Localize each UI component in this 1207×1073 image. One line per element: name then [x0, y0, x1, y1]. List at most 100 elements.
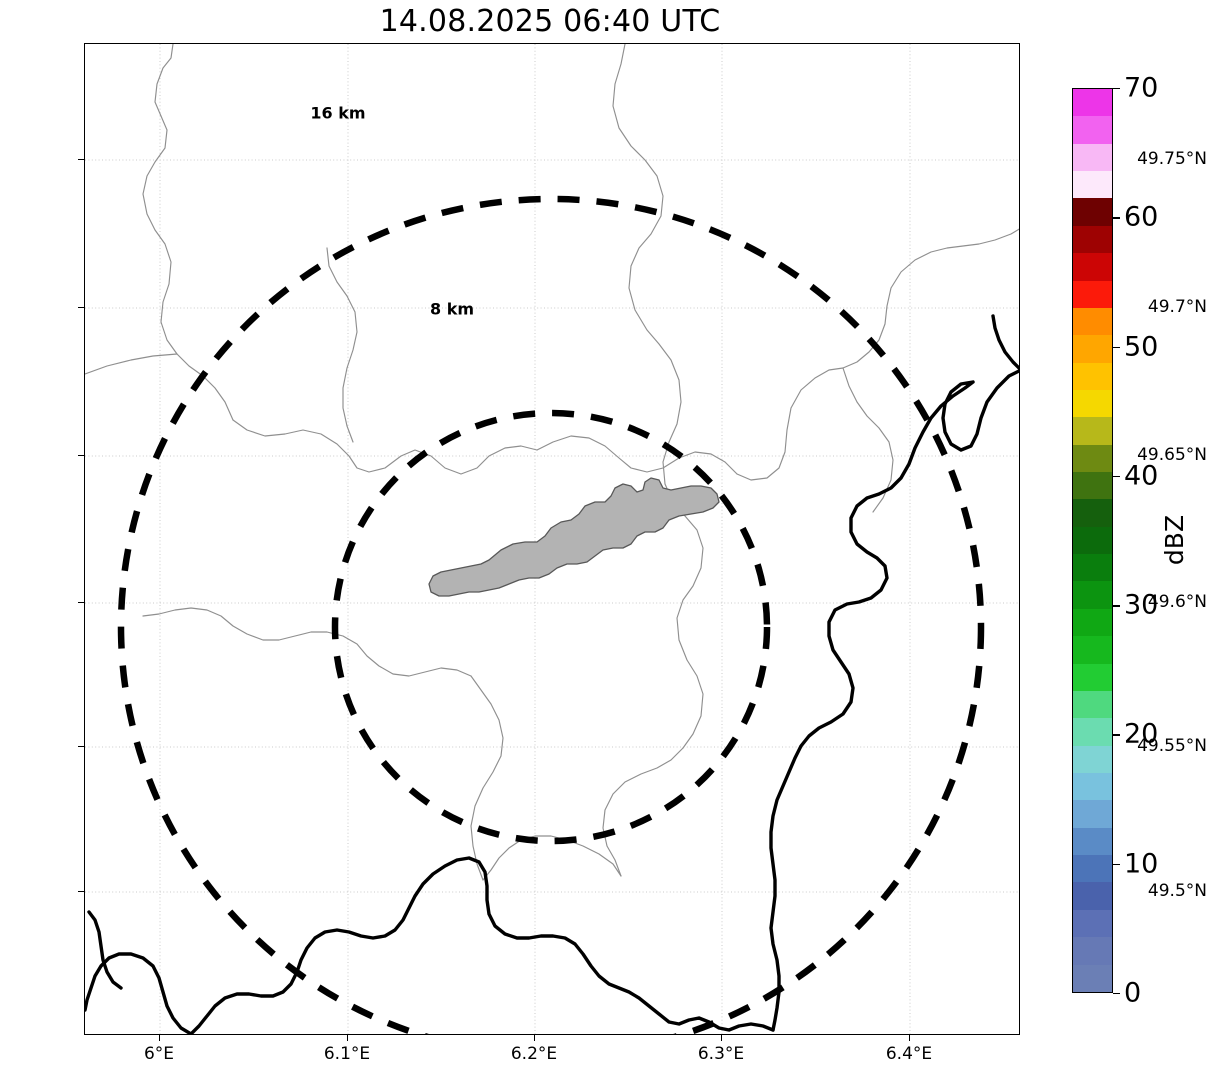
range-ring-label-16km: 16 km: [310, 103, 366, 123]
colorbar-band: [1073, 964, 1112, 992]
x-tick-label: 6.3°E: [697, 1044, 745, 1064]
colorbar-tick-mark: [1113, 346, 1120, 348]
colorbar-tick-mark: [1113, 863, 1120, 866]
colorbar[interactable]: [1072, 88, 1113, 993]
x-tick-label: 6.2°E: [510, 1044, 558, 1064]
colorbar-band: [1073, 636, 1112, 664]
range-ring-16km: [117, 195, 985, 1034]
colorbar-tick-mark: [1113, 605, 1120, 607]
range-ring-layer: [117, 195, 985, 1034]
colorbar-tick-mark: [1113, 88, 1120, 90]
x-tick-label: 6.4°E: [885, 1044, 933, 1064]
colorbar-tick-label: 50: [1124, 331, 1159, 363]
x-tick-label: 6.1°E: [323, 1044, 371, 1064]
colorbar-tick-label: 60: [1124, 201, 1159, 233]
colorbar-tick-label: 30: [1124, 589, 1159, 621]
x-tick-mark: [159, 1035, 160, 1041]
colorbar-band: [1073, 526, 1112, 555]
colorbar-band: [1073, 280, 1112, 308]
x-tick-mark: [909, 1035, 910, 1041]
admin-border: [536, 435, 738, 475]
admin-border: [142, 607, 472, 677]
admin-border: [142, 44, 234, 421]
y-tick-label: 49.6°N: [1147, 592, 1207, 612]
colorbar-band: [1073, 198, 1112, 226]
colorbar-band: [1073, 335, 1112, 363]
city-polygon-layer: [428, 477, 720, 597]
national-border-south: [189, 856, 775, 1034]
national-border-north-east-edge: [991, 314, 1019, 371]
y-tick-mark: [78, 307, 84, 308]
admin-border: [664, 483, 704, 749]
colorbar-band: [1073, 855, 1112, 883]
y-tick-mark: [78, 746, 84, 747]
admin-border: [326, 247, 358, 443]
map-canvas: [85, 44, 1019, 1034]
colorbar-tick-label: 0: [1124, 977, 1142, 1009]
colorbar-band: [1073, 800, 1112, 828]
graticule-layer: [85, 44, 1019, 1034]
colorbar-title: dBZ: [1160, 514, 1189, 566]
colorbar-band: [1073, 307, 1112, 336]
colorbar-band: [1073, 909, 1112, 938]
colorbar-band: [1073, 554, 1112, 582]
colorbar-tick-label: 70: [1124, 72, 1159, 104]
colorbar-band: [1073, 937, 1112, 965]
colorbar-band: [1073, 116, 1112, 144]
y-tick-label: 49.75°N: [1137, 149, 1207, 169]
y-tick-label: 49.7°N: [1147, 297, 1207, 317]
colorbar-tick-label: 10: [1124, 848, 1159, 880]
colorbar-tick-mark: [1113, 475, 1120, 478]
colorbar-band: [1073, 827, 1112, 856]
national-border-east: [769, 369, 1019, 1032]
colorbar-band: [1073, 89, 1112, 117]
admin-border: [85, 353, 178, 375]
colorbar-tick-mark: [1113, 217, 1120, 219]
admin-border: [842, 228, 1019, 369]
colorbar-band: [1073, 472, 1112, 500]
admin-border: [232, 419, 538, 475]
admin-border: [470, 675, 504, 881]
colorbar-band: [1073, 581, 1112, 609]
x-tick-mark: [721, 1035, 722, 1041]
city-polygon: [428, 477, 720, 597]
y-tick-label: 49.65°N: [1137, 445, 1207, 465]
colorbar-tick-label: 20: [1124, 718, 1159, 750]
colorbar-tick-mark: [1113, 734, 1120, 736]
colorbar-band: [1073, 225, 1112, 254]
y-tick-mark: [78, 891, 84, 892]
colorbar-band: [1073, 389, 1112, 418]
y-tick-label: 49.55°N: [1137, 736, 1207, 756]
admin-border: [612, 44, 682, 485]
colorbar-band: [1073, 417, 1112, 445]
admin-border: [482, 835, 622, 881]
national-border-layer: [85, 314, 1019, 1034]
radar-map-plot[interactable]: 16 km 8 km: [84, 43, 1020, 1035]
colorbar-band: [1073, 499, 1112, 527]
colorbar-band: [1073, 143, 1112, 172]
colorbar-band: [1073, 444, 1112, 473]
x-tick-mark: [534, 1035, 535, 1041]
admin-border: [602, 747, 684, 877]
admin-border: [736, 367, 844, 481]
colorbar-band: [1073, 253, 1112, 281]
colorbar-band: [1073, 772, 1112, 801]
colorbar-band: [1073, 171, 1112, 199]
national-border-southwest: [85, 952, 193, 1034]
colorbar-tick-label: 40: [1124, 460, 1159, 492]
colorbar-band: [1073, 690, 1112, 719]
range-ring-8km: [331, 409, 771, 845]
colorbar-band: [1073, 608, 1112, 637]
colorbar-band: [1073, 882, 1112, 910]
colorbar-band: [1073, 745, 1112, 773]
y-tick-mark: [78, 159, 84, 160]
colorbar-tick-mark: [1113, 993, 1120, 995]
y-tick-mark: [78, 602, 84, 603]
page-title: 14.08.2025 06:40 UTC: [379, 4, 721, 39]
admin-border-layer: [85, 44, 1019, 881]
y-tick-mark: [78, 455, 84, 456]
colorbar-band: [1073, 663, 1112, 691]
y-tick-label: 49.5°N: [1147, 881, 1207, 901]
x-tick-mark: [347, 1035, 348, 1041]
